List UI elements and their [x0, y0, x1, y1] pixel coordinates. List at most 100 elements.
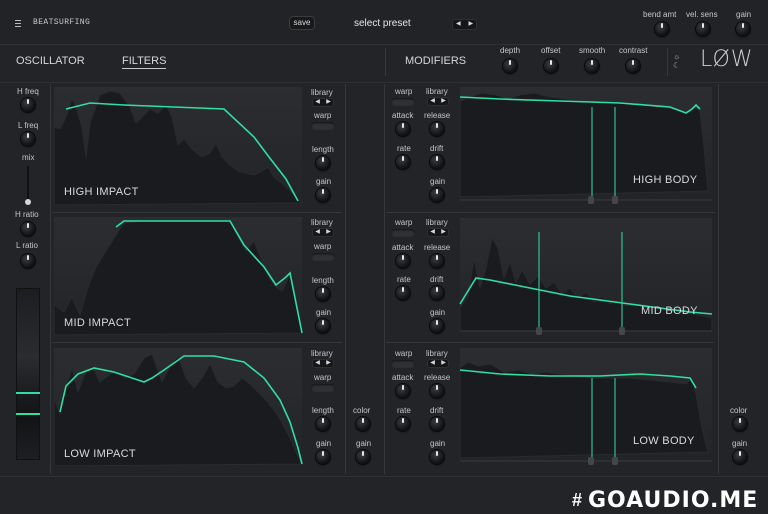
mid-gain-knob[interactable] — [356, 450, 370, 464]
high-body-handle-1[interactable] — [588, 196, 594, 204]
mix-label: mix — [22, 153, 35, 162]
h-ratio-label: H ratio — [15, 210, 39, 219]
low-body-release-knob[interactable] — [430, 384, 444, 398]
low-body-attack-knob[interactable] — [396, 384, 410, 398]
low-impact-warp-toggle[interactable] — [311, 384, 335, 392]
mid-body-library-label: library — [426, 218, 448, 227]
high-body-envelope — [459, 92, 712, 201]
smooth-knob[interactable] — [585, 59, 599, 73]
vel-sens-knob[interactable] — [696, 22, 710, 36]
mid-impact-envelope — [53, 220, 303, 336]
mid-body-rate-knob[interactable] — [396, 286, 410, 300]
tab-divider — [385, 48, 386, 76]
mid-body-release-knob[interactable] — [430, 254, 444, 268]
low-body-attack-label: attack — [392, 373, 414, 382]
low-body-gain-knob[interactable] — [430, 450, 444, 464]
h-freq-knob[interactable] — [21, 98, 35, 112]
meter-high-marker[interactable] — [16, 392, 40, 394]
high-body-drift-label: drift — [430, 144, 444, 153]
mid-body-handle-2[interactable] — [619, 327, 625, 335]
mid-body-gain-knob[interactable] — [430, 319, 444, 333]
l-freq-knob[interactable] — [21, 132, 35, 146]
mid-impact-library-arrows[interactable]: ◀ ▶ — [312, 228, 334, 237]
contrast-knob[interactable] — [626, 59, 640, 73]
master-gain-label: gain — [736, 10, 752, 19]
tab-filters[interactable]: FILTERS — [122, 55, 167, 69]
mix-slider-handle[interactable] — [25, 199, 31, 205]
mid-body-warp-label: warp — [395, 218, 413, 227]
high-body-handle-2[interactable] — [612, 196, 618, 204]
low-impact-gain-label: gain — [316, 439, 332, 448]
mix-slider-track[interactable] — [27, 166, 29, 204]
h-ratio-knob[interactable] — [21, 222, 35, 236]
low-body-envelope — [459, 361, 712, 462]
high-impact-envelope — [53, 90, 304, 206]
mid-body-handle-1[interactable] — [536, 327, 542, 335]
offset-knob[interactable] — [544, 59, 558, 73]
low-body-drift-knob[interactable] — [430, 417, 444, 431]
low-impact-gain-knob[interactable] — [316, 450, 330, 464]
high-body-library-arrows[interactable]: ◀ ▶ — [427, 97, 449, 106]
low-impact-title: LOW IMPACT — [64, 448, 136, 460]
right-gain-knob[interactable] — [733, 450, 747, 464]
menu-icon[interactable] — [15, 20, 21, 27]
brand-name: BEATSURFING — [33, 18, 91, 27]
master-gain-knob[interactable] — [736, 22, 750, 36]
low-body-library-arrows[interactable]: ◀ ▶ — [427, 359, 449, 368]
mid-body-library-arrows[interactable]: ◀ ▶ — [427, 228, 449, 237]
high-body-release-label: release — [424, 111, 451, 120]
depth-knob[interactable] — [503, 59, 517, 73]
high-body-rate-knob[interactable] — [396, 155, 410, 169]
low-body-release-label: release — [424, 373, 451, 382]
l-ratio-knob[interactable] — [21, 254, 35, 268]
tab-oscillator[interactable]: OSCILLATOR — [16, 55, 85, 67]
theme-toggle-icon[interactable]: ☼ ☾ — [673, 52, 681, 70]
low-impact-warp-label: warp — [314, 373, 332, 382]
watermark-text: GOAUDIO.ME — [588, 488, 759, 513]
mid-impact-gain-label: gain — [316, 308, 332, 317]
mid-impact-length-knob[interactable] — [316, 287, 330, 301]
high-impact-gain-knob[interactable] — [316, 188, 330, 202]
high-body-warp-toggle[interactable] — [391, 98, 415, 106]
mid-body-attack-knob[interactable] — [396, 254, 410, 268]
next-preset-icon[interactable]: ▶ — [468, 21, 474, 27]
high-impact-warp-toggle[interactable] — [311, 122, 335, 130]
mid-body-drift-knob[interactable] — [430, 286, 444, 300]
mid-impact-warp-toggle[interactable] — [311, 253, 335, 261]
preset-arrows[interactable]: ◀ ▶ — [452, 19, 477, 30]
impact-divider-2 — [52, 342, 342, 343]
mid-color-knob[interactable] — [356, 417, 370, 431]
right-color-label: color — [730, 406, 748, 415]
low-body-rate-knob[interactable] — [396, 417, 410, 431]
low-impact-length-knob[interactable] — [316, 417, 330, 431]
mid-impact-title: MID IMPACT — [64, 317, 131, 329]
save-button[interactable]: save — [289, 16, 315, 30]
high-impact-length-knob[interactable] — [316, 156, 330, 170]
body-divider — [384, 84, 385, 474]
tabs-divider — [0, 82, 768, 83]
high-impact-library-arrows[interactable]: ◀ ▶ — [312, 98, 334, 107]
bend-amt-knob[interactable] — [655, 22, 669, 36]
low-impact-library-arrows[interactable]: ◀ ▶ — [312, 359, 334, 368]
high-body-attack-knob[interactable] — [396, 122, 410, 136]
low-body-handle-1[interactable] — [588, 457, 594, 465]
low-body-warp-toggle[interactable] — [391, 360, 415, 368]
preset-selector[interactable]: select preset — [354, 18, 411, 29]
mid-impact-gain-knob[interactable] — [316, 319, 330, 333]
meter-low-marker[interactable] — [16, 413, 40, 415]
level-meter — [16, 288, 40, 460]
mid-impact-warp-label: warp — [314, 242, 332, 251]
tab-modifiers[interactable]: MODIFIERS — [405, 55, 467, 67]
low-body-handle-2[interactable] — [612, 457, 618, 465]
watermark: # GOAUDIO.ME — [572, 486, 768, 514]
high-body-drift-knob[interactable] — [430, 155, 444, 169]
high-body-gain-knob[interactable] — [430, 188, 444, 202]
high-body-release-knob[interactable] — [430, 122, 444, 136]
prev-preset-icon[interactable]: ◀ — [455, 21, 461, 27]
mid-body-warp-toggle[interactable] — [391, 229, 415, 237]
vel-sens-label: vel. sens — [686, 10, 718, 19]
low-impact-length-label: length — [312, 406, 334, 415]
low-body-drift-label: drift — [430, 406, 444, 415]
low-body-gain-label: gain — [430, 439, 446, 448]
right-color-knob[interactable] — [733, 417, 747, 431]
